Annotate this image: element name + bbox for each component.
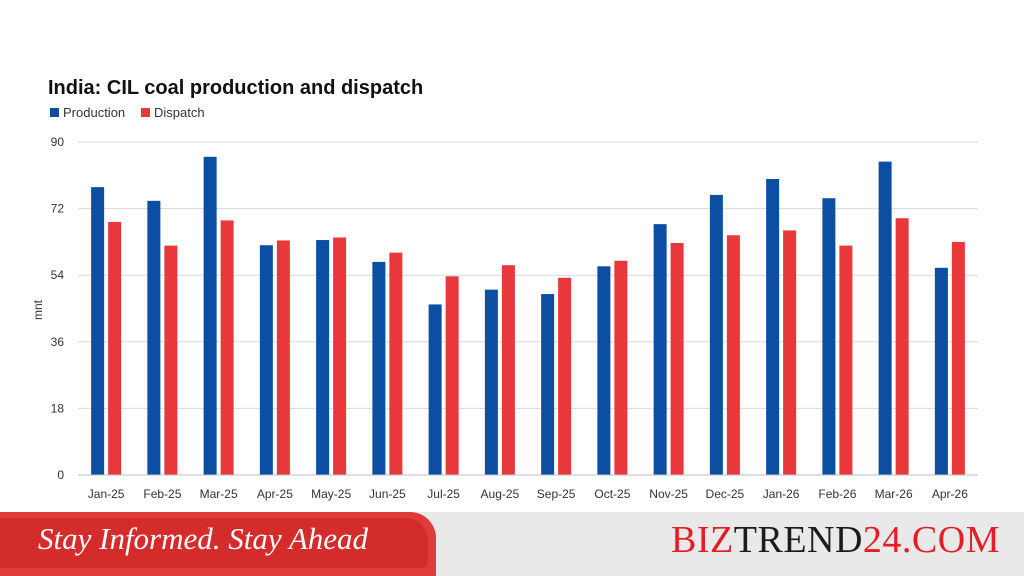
bar-production-jul-25 xyxy=(428,304,442,475)
bar-dispatch-dec-25 xyxy=(726,235,740,475)
bars xyxy=(91,156,965,476)
x-tick-label: Mar-26 xyxy=(875,487,913,501)
x-tick-label: Jan-26 xyxy=(763,487,800,501)
y-tick-label: 36 xyxy=(51,335,65,349)
bar-production-jan-26 xyxy=(766,179,780,475)
bar-dispatch-may-25 xyxy=(333,237,347,475)
y-tick-label: 90 xyxy=(51,135,65,149)
bar-dispatch-apr-25 xyxy=(276,240,290,475)
bar-production-feb-25 xyxy=(147,200,161,475)
tagline-banner: Stay Informed. Stay Ahead xyxy=(0,512,436,576)
bar-production-oct-25 xyxy=(597,266,611,475)
bar-dispatch-oct-25 xyxy=(614,260,628,475)
x-tick-label: Jan-25 xyxy=(88,487,125,501)
bar-dispatch-mar-25 xyxy=(220,220,234,475)
x-tick-label: Apr-26 xyxy=(932,487,968,501)
tagline-banner-inner xyxy=(0,518,428,568)
x-tick-label: Mar-25 xyxy=(200,487,238,501)
bar-dispatch-aug-25 xyxy=(501,265,515,475)
bar-dispatch-feb-26 xyxy=(839,245,853,475)
legend-label-production: Production xyxy=(63,105,125,120)
x-tick-label: Jul-25 xyxy=(427,487,460,501)
x-tick-label: Aug-25 xyxy=(481,487,520,501)
footer-band: Stay Informed. Stay Ahead BIZTREND24.COM xyxy=(0,512,1024,576)
bar-dispatch-sep-25 xyxy=(558,277,572,475)
y-tick-label: 72 xyxy=(51,202,65,216)
bar-production-may-25 xyxy=(316,240,330,475)
y-tick-label: 0 xyxy=(57,468,64,482)
x-tick-label: Jun-25 xyxy=(369,487,406,501)
x-tick-label: Dec-25 xyxy=(706,487,745,501)
chart: India: CIL coal production and dispatch … xyxy=(31,77,978,501)
bar-dispatch-jun-25 xyxy=(389,252,403,475)
bar-dispatch-feb-25 xyxy=(164,245,178,475)
bar-dispatch-apr-26 xyxy=(951,241,965,475)
bar-production-mar-26 xyxy=(878,161,892,476)
x-tick-label: Oct-25 xyxy=(594,487,630,501)
bar-production-jun-25 xyxy=(372,261,386,475)
brand-logo[interactable]: BIZTREND24.COM xyxy=(671,518,1000,562)
bar-production-sep-25 xyxy=(541,294,555,475)
bar-production-feb-26 xyxy=(822,198,836,476)
legend-swatch-dispatch xyxy=(141,108,150,117)
x-tick-label: Sep-25 xyxy=(537,487,576,501)
bar-production-nov-25 xyxy=(653,224,667,475)
bar-dispatch-jan-26 xyxy=(783,230,797,475)
bar-dispatch-jul-25 xyxy=(445,276,459,475)
brand-logo-part-biz: BIZ xyxy=(671,519,734,561)
bar-dispatch-jan-25 xyxy=(108,221,122,475)
x-tick-label: Nov-25 xyxy=(649,487,688,501)
bar-production-dec-25 xyxy=(709,194,723,475)
chart-title: India: CIL coal production and dispatch xyxy=(48,77,423,99)
bar-dispatch-mar-26 xyxy=(895,218,909,475)
bar-production-apr-26 xyxy=(934,267,948,475)
y-tick-label: 18 xyxy=(51,401,65,415)
x-tick-label: Apr-25 xyxy=(257,487,293,501)
tagline-text: Stay Informed. Stay Ahead xyxy=(38,521,369,556)
x-tick-label: Feb-26 xyxy=(818,487,856,501)
bar-production-jan-25 xyxy=(91,187,105,475)
x-tick-label: Feb-25 xyxy=(143,487,181,501)
legend-swatch-production xyxy=(50,108,59,117)
bar-dispatch-nov-25 xyxy=(670,243,684,475)
y-axis-label: mnt xyxy=(31,299,45,320)
brand-logo-part-trend: TREND xyxy=(733,519,863,561)
legend: Production Dispatch xyxy=(50,105,205,120)
y-tick-label: 54 xyxy=(51,268,65,282)
bar-production-mar-25 xyxy=(203,156,217,476)
bar-production-aug-25 xyxy=(484,289,498,475)
bar-production-apr-25 xyxy=(259,245,273,475)
brand-logo-part-24com: 24.COM xyxy=(862,519,1000,561)
legend-label-dispatch: Dispatch xyxy=(154,105,205,120)
x-tick-label: May-25 xyxy=(311,487,351,501)
y-tick-labels: 0 18 36 54 72 90 xyxy=(51,135,65,482)
x-tick-labels: Jan-25 Feb-25 Mar-25 Apr-25 May-25 Jun-25 Jul-… xyxy=(88,487,968,501)
